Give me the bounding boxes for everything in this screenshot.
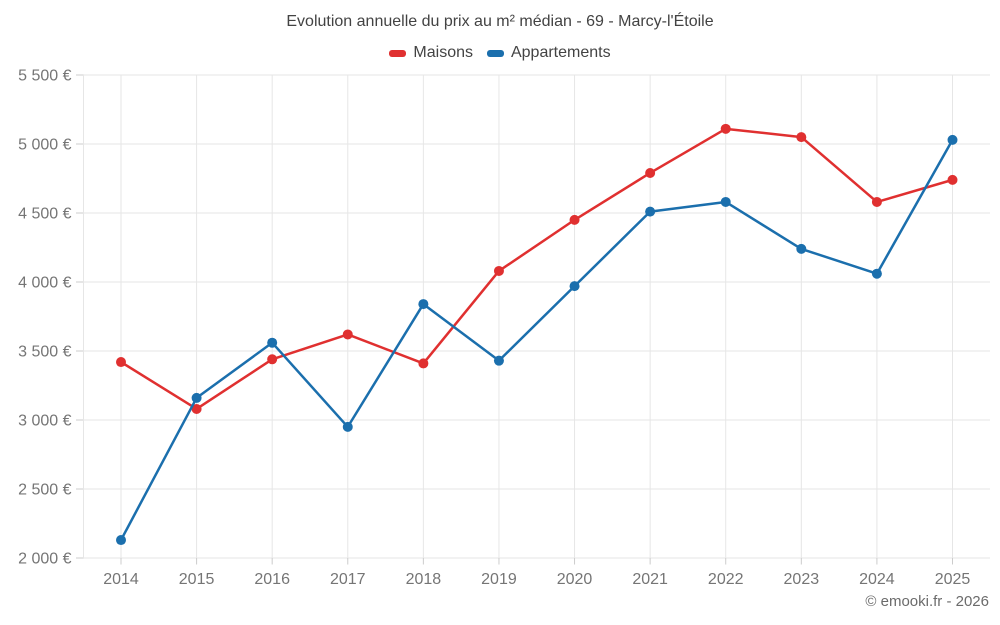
chart-title: Evolution annuelle du prix au m² médian … — [286, 13, 714, 30]
data-point-appartements-2017[interactable] — [342, 421, 353, 432]
appartements-swatch-icon — [486, 49, 504, 57]
data-point-maisons-2021[interactable] — [645, 167, 656, 178]
x-axis-label: 2019 — [481, 571, 517, 588]
x-axis-label: 2015 — [179, 571, 215, 588]
x-axis-label: 2018 — [406, 571, 442, 588]
x-axis-label: 2014 — [103, 571, 139, 588]
data-point-maisons-2024[interactable] — [871, 196, 882, 207]
data-point-maisons-2014[interactable] — [116, 357, 126, 368]
y-axis-label: 2 500 € — [18, 482, 71, 499]
data-point-appartements-2019[interactable] — [493, 355, 504, 366]
data-point-appartements-2018[interactable] — [418, 299, 429, 310]
legend-item-maisons[interactable]: Maisons — [389, 44, 473, 62]
x-axis-label: 2024 — [859, 571, 895, 588]
x-axis-label: 2017 — [330, 571, 366, 588]
maisons-swatch-icon — [389, 49, 407, 57]
data-point-appartements-2020[interactable] — [569, 281, 580, 292]
y-axis-label: 4 000 € — [18, 275, 71, 292]
data-point-maisons-2020[interactable] — [569, 214, 580, 225]
data-point-appartements-2024[interactable] — [871, 268, 882, 279]
legend-item-appartements[interactable]: Appartements — [486, 44, 611, 62]
data-point-maisons-2025[interactable] — [947, 174, 958, 185]
y-axis-label: 3 000 € — [18, 413, 71, 430]
x-axis-label: 2025 — [935, 571, 971, 588]
copyright-note: © emooki.fr - 2026 — [865, 593, 989, 610]
chart-legend: Maisons Appartements — [0, 44, 1000, 62]
legend-label: Appartements — [510, 44, 611, 61]
data-point-maisons-2023[interactable] — [796, 132, 807, 143]
data-point-appartements-2016[interactable] — [267, 337, 278, 348]
x-axis-label: 2020 — [557, 571, 593, 588]
data-point-maisons-2015[interactable] — [191, 403, 202, 414]
data-point-appartements-2015[interactable] — [191, 392, 202, 403]
y-axis-label: 3 500 € — [18, 344, 71, 361]
legend-label: Maisons — [413, 44, 473, 61]
series-line-appartements — [119, 138, 954, 542]
series-line-maisons — [119, 127, 954, 411]
data-point-maisons-2019[interactable] — [493, 265, 504, 276]
y-axis-label: 5 000 € — [18, 137, 71, 154]
y-axis-label: 4 500 € — [18, 206, 71, 223]
x-axis-label: 2023 — [784, 571, 820, 588]
data-point-appartements-2023[interactable] — [796, 243, 807, 254]
data-point-maisons-2022[interactable] — [720, 123, 731, 134]
data-point-maisons-2018[interactable] — [418, 358, 429, 369]
x-axis-label: 2022 — [708, 571, 744, 588]
data-point-maisons-2017[interactable] — [342, 329, 353, 340]
x-axis-label: 2016 — [254, 571, 290, 588]
data-point-appartements-2014[interactable] — [116, 535, 126, 546]
data-point-appartements-2025[interactable] — [947, 134, 958, 145]
y-axis-label: 5 500 € — [18, 68, 71, 85]
y-axis-label: 2 000 € — [18, 551, 71, 568]
data-point-appartements-2021[interactable] — [645, 206, 656, 217]
data-point-maisons-2016[interactable] — [267, 354, 278, 365]
data-point-appartements-2022[interactable] — [720, 196, 731, 207]
x-axis-label: 2021 — [632, 571, 668, 588]
